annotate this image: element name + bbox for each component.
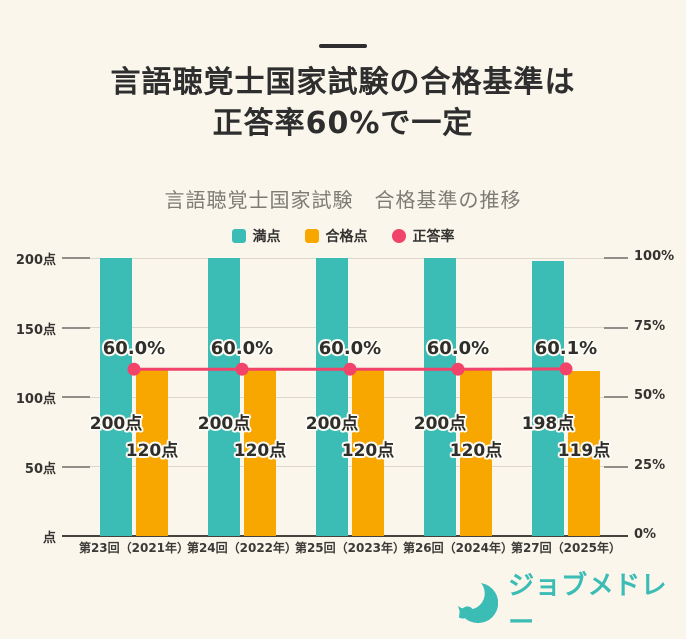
category-label: 第26回（2024年） [398,539,518,556]
gridline [90,258,604,259]
seitoritsu-swatch-icon [392,229,406,243]
rate-point [236,363,249,376]
legend-item-manten: 満点 [232,226,281,246]
gokakuten-swatch-icon [305,229,319,243]
category-label: 第23回（2021年） [74,539,194,556]
bar-gokakuten [352,369,384,536]
rate-label: 60.0% [192,338,292,359]
bar-label-manten: 200点 [400,409,480,434]
bar-label-gokakuten: 120点 [328,436,408,461]
bar-manten [100,258,132,536]
axis-tick-right [604,466,628,468]
left-axis-label: 150点 [0,319,56,338]
bar-label-manten: 200点 [184,409,264,434]
right-axis-label: 0% [634,527,686,542]
legend-item-seitoritsu: 正答率 [392,226,455,246]
rate-label: 60.0% [300,338,400,359]
rate-point [560,362,573,375]
bar-gokakuten [568,371,600,536]
category-label: 第24回（2022年） [182,539,302,556]
title-accent-line [319,44,367,48]
bar-label-gokakuten: 120点 [220,436,300,461]
right-axis-label: 75% [634,319,686,334]
right-axis-label: 100% [634,249,686,264]
left-axis-label: 200点 [0,249,56,268]
title-line-2: 正答率60%で一定 [0,103,686,144]
chart-legend: 満点 合格点 正答率 [0,226,686,246]
rate-label: 60.0% [84,338,184,359]
axis-tick-right [604,327,628,329]
category-label: 第25回（2023年） [290,539,410,556]
axis-tick-right [604,257,628,259]
legend-label-seitoritsu: 正答率 [413,226,455,246]
bar-gokakuten [244,369,276,536]
bar-gokakuten [136,369,168,536]
right-axis-label: 50% [634,388,686,403]
x-axis-line [62,535,628,537]
chart-title: 言語聴覚士国家試験 合格基準の推移 [0,184,686,213]
gridline [90,327,604,328]
footer-logo: ジョブメドレー [456,574,686,630]
axis-tick-left [62,396,90,398]
bar-label-manten: 198点 [508,409,588,434]
bar-label-gokakuten: 120点 [436,436,516,461]
bar-manten [316,258,348,536]
rate-label: 60.1% [516,338,616,359]
gridline [90,397,604,398]
left-axis-label: 50点 [0,458,56,477]
bar-label-gokakuten: 119点 [544,436,624,461]
left-axis-label: 点 [0,527,56,546]
legend-item-gokakuten: 合格点 [305,226,368,246]
page-title: 言語聴覚士国家試験の合格基準は 正答率60%で一定 [0,62,686,144]
gridline [90,466,604,467]
rate-point [452,363,465,376]
bar-manten [424,258,456,536]
rate-label: 60.0% [408,338,508,359]
bar-label-manten: 200点 [292,409,372,434]
legend-label-manten: 満点 [253,226,281,246]
bar-label-manten: 200点 [76,409,156,434]
axis-tick-left [62,327,90,329]
logo-text: ジョブメドレー [508,565,686,639]
legend-label-gokakuten: 合格点 [326,226,368,246]
manten-swatch-icon [232,229,246,243]
left-axis-label: 100点 [0,388,56,407]
axis-tick-left [62,466,90,468]
axis-tick-right [604,396,628,398]
bar-manten [532,261,564,536]
rate-point [128,363,141,376]
jobmedley-logo-icon [456,576,498,628]
right-axis-label: 25% [634,458,686,473]
bar-gokakuten [460,369,492,536]
rate-point [344,363,357,376]
bar-label-gokakuten: 120点 [112,436,192,461]
title-line-1: 言語聴覚士国家試験の合格基準は [0,62,686,103]
category-label: 第27回（2025年） [506,539,626,556]
axis-tick-left [62,257,90,259]
bar-manten [208,258,240,536]
